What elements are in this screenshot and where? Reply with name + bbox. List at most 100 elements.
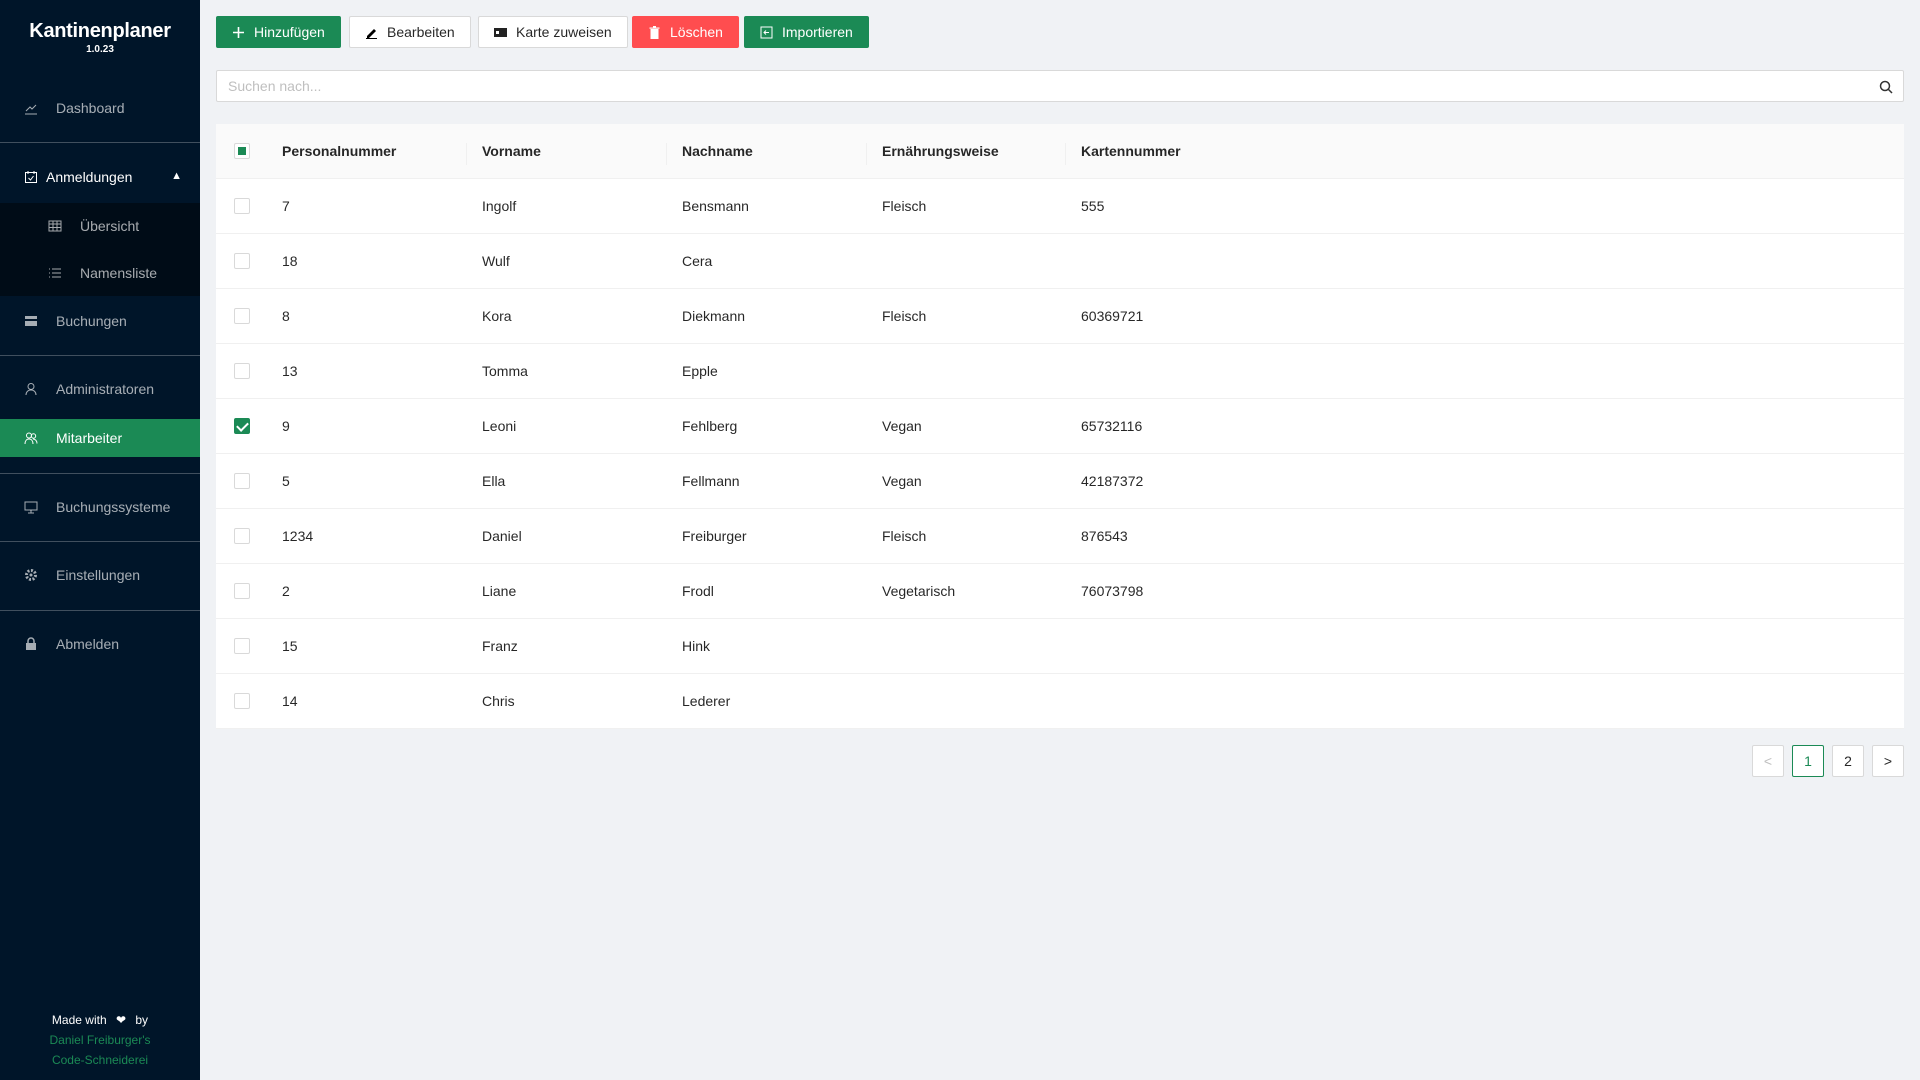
table-row[interactable]: 7 Ingolf Bensmann Fleisch 555	[216, 179, 1904, 234]
cell-ernaehrungsweise: Vegan	[882, 418, 922, 434]
row-checkbox[interactable]	[234, 418, 250, 434]
page-2-button[interactable]: 2	[1832, 745, 1864, 777]
sidebar-item-uebersicht[interactable]: Übersicht	[0, 203, 200, 249]
row-checkbox[interactable]	[234, 473, 250, 489]
table-row[interactable]: 8 Kora Diekmann Fleisch 60369721	[216, 289, 1904, 344]
import-icon	[760, 26, 773, 38]
row-checkbox[interactable]	[234, 198, 250, 214]
search-input[interactable]	[217, 71, 1903, 101]
lock-icon	[26, 637, 36, 650]
search-icon[interactable]	[1879, 80, 1893, 94]
made-with-text: Made with	[51, 1013, 107, 1027]
credit-card-icon	[25, 316, 37, 326]
table-row[interactable]: 9 Leoni Fehlberg Vegan 65732116	[216, 399, 1904, 454]
table-row[interactable]: 2 Liane Frodl Vegetarisch 76073798	[216, 564, 1904, 619]
cell-kartennummer: 555	[1081, 198, 1105, 214]
sidebar-item-buchungen[interactable]: Buchungen	[0, 298, 200, 344]
sidebar: Kantinenplaner 1.0.23 Dashboard Anmeldun…	[0, 0, 200, 1080]
cell-nachname: Epple	[682, 363, 718, 379]
row-checkbox[interactable]	[234, 363, 250, 379]
button-label: Bearbeiten	[387, 24, 455, 40]
cell-nachname: Freiburger	[682, 528, 747, 544]
sidebar-item-label: Mitarbeiter	[56, 430, 123, 446]
cell-vorname: Franz	[482, 638, 518, 654]
table-row[interactable]: 15 Franz Hink	[216, 619, 1904, 674]
cell-vorname: Leoni	[482, 418, 517, 434]
row-checkbox[interactable]	[234, 638, 250, 654]
cell-personalnummer: 13	[282, 363, 298, 379]
delete-button[interactable]: Löschen	[632, 16, 739, 48]
sidebar-item-einstellungen[interactable]: Einstellungen	[0, 552, 200, 598]
table-row[interactable]: 18 Wulf Cera	[216, 234, 1904, 289]
prev-page-button[interactable]: <	[1752, 745, 1784, 777]
user-icon	[25, 383, 37, 396]
assign-card-button[interactable]: Karte zuweisen	[478, 16, 628, 48]
table-row[interactable]: 1234 Daniel Freiburger Fleisch 876543	[216, 509, 1904, 564]
sidebar-item-anmeldungen[interactable]: Anmeldungen ▲	[0, 154, 200, 200]
cell-nachname: Fellmann	[682, 473, 740, 489]
credit-link[interactable]: Daniel Freiburger's	[49, 1033, 151, 1047]
chevron-up-icon: ▲	[171, 170, 182, 182]
cell-personalnummer: 8	[282, 308, 290, 324]
cell-kartennummer: 65732116	[1081, 418, 1143, 434]
next-page-button[interactable]: >	[1872, 745, 1904, 777]
table-row[interactable]: 13 Tomma Epple	[216, 344, 1904, 399]
sidebar-item-label: Übersicht	[80, 218, 140, 234]
cell-nachname: Cera	[682, 253, 713, 269]
line-chart-icon	[25, 104, 37, 115]
table-row[interactable]: 14 Chris Lederer	[216, 674, 1904, 729]
team-icon	[24, 432, 38, 445]
edit-button[interactable]: Bearbeiten	[349, 16, 471, 48]
cell-kartennummer: 876543	[1081, 528, 1128, 544]
cell-nachname: Fehlberg	[682, 418, 738, 434]
cell-ernaehrungsweise: Fleisch	[882, 198, 927, 214]
cell-vorname: Liane	[482, 583, 517, 599]
row-checkbox[interactable]	[234, 528, 250, 544]
sidebar-item-mitarbeiter[interactable]: Mitarbeiter	[0, 419, 200, 457]
divider	[0, 355, 200, 356]
sidebar-item-label: Buchungssysteme	[56, 499, 171, 515]
credit-link-2[interactable]: Code-Schneiderei	[51, 1053, 149, 1067]
sidebar-item-label: Buchungen	[56, 313, 127, 329]
footer: Made with ❤ by Daniel Freiburger's Code-…	[0, 1010, 200, 1070]
calendar-check-icon	[25, 171, 37, 183]
page-1-button[interactable]: 1	[1792, 745, 1824, 777]
by-text: by	[135, 1013, 149, 1027]
row-checkbox[interactable]	[234, 693, 250, 709]
row-checkbox[interactable]	[234, 253, 250, 269]
row-checkbox[interactable]	[234, 583, 250, 599]
select-all-checkbox[interactable]	[234, 143, 250, 159]
table-row[interactable]: 5 Ella Fellmann Vegan 42187372	[216, 454, 1904, 509]
button-label: Hinzufügen	[254, 24, 325, 40]
sidebar-item-dashboard[interactable]: Dashboard	[0, 85, 200, 131]
employee-table: Personalnummer Vorname Nachname Ernährun…	[216, 124, 1904, 729]
cell-vorname: Chris	[482, 693, 515, 709]
add-button[interactable]: Hinzufügen	[216, 16, 341, 48]
divider	[0, 142, 200, 143]
cell-nachname: Bensmann	[682, 198, 749, 214]
cell-vorname: Tomma	[482, 363, 528, 379]
column-header-vorname[interactable]: Vorname	[482, 143, 541, 159]
column-header-personalnummer[interactable]: Personalnummer	[282, 143, 397, 159]
sidebar-item-buchungssysteme[interactable]: Buchungssysteme	[0, 484, 200, 530]
pencil-icon	[366, 28, 377, 39]
cell-vorname: Ingolf	[482, 198, 517, 214]
column-header-nachname[interactable]: Nachname	[682, 143, 753, 159]
row-checkbox[interactable]	[234, 308, 250, 324]
heart-icon: ❤	[115, 1013, 127, 1027]
import-button[interactable]: Importieren	[744, 16, 869, 48]
cell-nachname: Diekmann	[682, 308, 746, 324]
sidebar-item-namensliste[interactable]: Namensliste	[0, 250, 200, 296]
sidebar-item-abmelden[interactable]: Abmelden	[0, 621, 200, 667]
column-header-kartennummer[interactable]: Kartennummer	[1081, 143, 1181, 159]
sidebar-item-label: Administratoren	[56, 381, 155, 397]
cell-ernaehrungsweise: Fleisch	[882, 308, 927, 324]
sidebar-item-label: Einstellungen	[56, 567, 141, 583]
sidebar-item-administratoren[interactable]: Administratoren	[0, 366, 200, 412]
id-card-icon	[494, 27, 507, 37]
sidebar-item-label: Namensliste	[80, 265, 158, 281]
cell-personalnummer: 15	[282, 638, 298, 654]
divider	[0, 610, 200, 611]
column-header-ernaehrungsweise[interactable]: Ernährungsweise	[882, 143, 999, 159]
divider	[0, 473, 200, 474]
